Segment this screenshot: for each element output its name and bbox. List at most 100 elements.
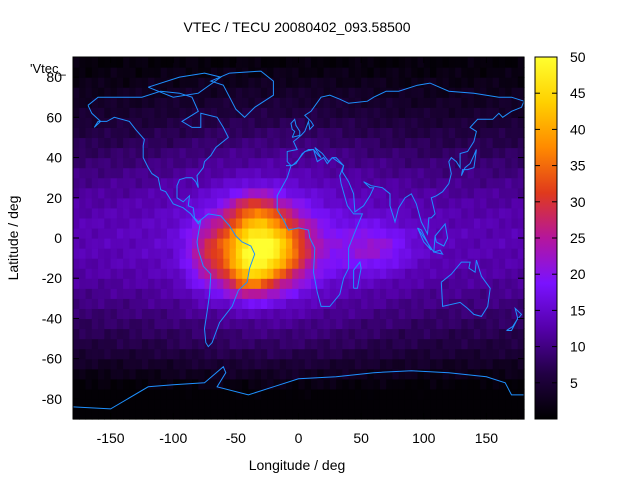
heatmap-cell xyxy=(179,77,187,88)
heatmap-cell xyxy=(411,127,419,139)
heatmap-cell xyxy=(204,227,212,239)
heatmap-cell xyxy=(329,217,337,229)
heatmap-cell xyxy=(423,157,431,169)
heatmap-cell xyxy=(104,227,112,239)
heatmap-cell xyxy=(85,378,93,390)
heatmap-cell xyxy=(173,328,181,340)
heatmap-cell xyxy=(386,207,394,219)
heatmap-cell xyxy=(361,398,368,410)
heatmap-cell xyxy=(423,197,431,209)
heatmap-cell xyxy=(348,87,356,98)
heatmap-cell xyxy=(492,57,500,68)
heatmap-cell xyxy=(505,147,513,159)
heatmap-cell xyxy=(166,328,174,340)
heatmap-cell xyxy=(104,248,112,259)
heatmap-cell xyxy=(329,117,337,128)
heatmap-cell xyxy=(517,187,525,199)
heatmap-cell xyxy=(217,328,224,340)
heatmap-cell xyxy=(417,408,425,420)
heatmap-cell xyxy=(367,87,375,98)
heatmap-cell xyxy=(273,127,281,139)
heatmap-cell xyxy=(336,137,343,149)
heatmap-cell xyxy=(279,167,287,179)
heatmap-cell xyxy=(323,197,331,209)
heatmap-cell xyxy=(242,77,249,88)
heatmap-cell xyxy=(348,67,356,78)
heatmap-cell xyxy=(392,408,400,420)
heatmap-cell xyxy=(492,87,500,98)
heatmap-cell xyxy=(123,358,130,370)
heatmap-cell xyxy=(85,388,93,400)
heatmap-cell xyxy=(442,77,450,88)
heatmap-cell xyxy=(285,197,293,209)
heatmap-cell xyxy=(430,77,437,88)
heatmap-cell xyxy=(98,187,105,199)
heatmap-cell xyxy=(166,238,174,249)
heatmap-cell xyxy=(242,167,249,179)
heatmap-cell xyxy=(411,157,419,169)
heatmap-cell xyxy=(123,87,130,98)
heatmap-cell xyxy=(317,217,325,229)
heatmap-cell xyxy=(110,137,118,149)
heatmap-cell xyxy=(104,298,112,309)
heatmap-cell xyxy=(98,308,105,320)
heatmap-cell xyxy=(135,268,143,279)
heatmap-cell xyxy=(85,197,93,209)
heatmap-cell xyxy=(323,67,331,78)
heatmap-cell xyxy=(398,157,406,169)
heatmap-cell xyxy=(223,67,231,78)
heatmap-cell xyxy=(354,67,362,78)
heatmap-cell xyxy=(129,248,137,259)
heatmap-cell xyxy=(204,288,212,299)
heatmap-cell xyxy=(116,268,124,279)
heatmap-cell xyxy=(198,328,206,340)
heatmap-cell xyxy=(304,348,312,360)
heatmap-cell xyxy=(79,288,87,299)
heatmap-cell xyxy=(448,378,456,390)
heatmap-cell xyxy=(273,268,281,279)
heatmap-cell xyxy=(317,97,325,108)
heatmap-cell xyxy=(254,348,262,360)
heatmap-cell xyxy=(348,248,356,259)
heatmap-cell xyxy=(317,157,325,169)
heatmap-cell xyxy=(217,268,224,279)
heatmap-cell xyxy=(354,57,362,68)
heatmap-cell xyxy=(204,207,212,219)
heatmap-cell xyxy=(141,248,149,259)
heatmap-cell xyxy=(279,67,287,78)
heatmap-cell xyxy=(173,77,181,88)
heatmap-cell xyxy=(511,258,519,269)
heatmap-cell xyxy=(217,258,224,269)
heatmap-cell xyxy=(511,368,519,380)
heatmap-cell xyxy=(98,258,105,269)
heatmap-cell xyxy=(267,207,275,219)
heatmap-cell xyxy=(311,318,318,330)
heatmap-cell xyxy=(160,328,168,340)
heatmap-cell xyxy=(442,358,450,370)
heatmap-cell xyxy=(242,97,249,108)
heatmap-cell xyxy=(448,107,456,118)
heatmap-cell xyxy=(273,368,281,380)
heatmap-cell xyxy=(467,137,475,149)
heatmap-cell xyxy=(254,408,262,420)
heatmap-cell xyxy=(442,348,450,360)
heatmap-cell xyxy=(398,408,406,420)
heatmap-cell xyxy=(480,107,488,118)
heatmap-cell xyxy=(467,217,475,229)
heatmap-cell xyxy=(298,238,306,249)
heatmap-cell xyxy=(448,147,456,159)
heatmap-cell xyxy=(154,177,162,189)
heatmap-cell xyxy=(129,107,137,118)
y-tick-label: 20 xyxy=(46,190,62,206)
heatmap-cell xyxy=(91,197,99,209)
heatmap-cell xyxy=(129,207,137,219)
heatmap-cell xyxy=(79,117,87,128)
heatmap-cell xyxy=(298,358,306,370)
heatmap-cell xyxy=(392,97,400,108)
heatmap-cell xyxy=(336,77,343,88)
heatmap-cell xyxy=(511,217,519,229)
heatmap-cell xyxy=(455,127,462,139)
heatmap-cell xyxy=(73,177,80,189)
heatmap-cell xyxy=(492,368,500,380)
heatmap-cell xyxy=(329,107,337,118)
